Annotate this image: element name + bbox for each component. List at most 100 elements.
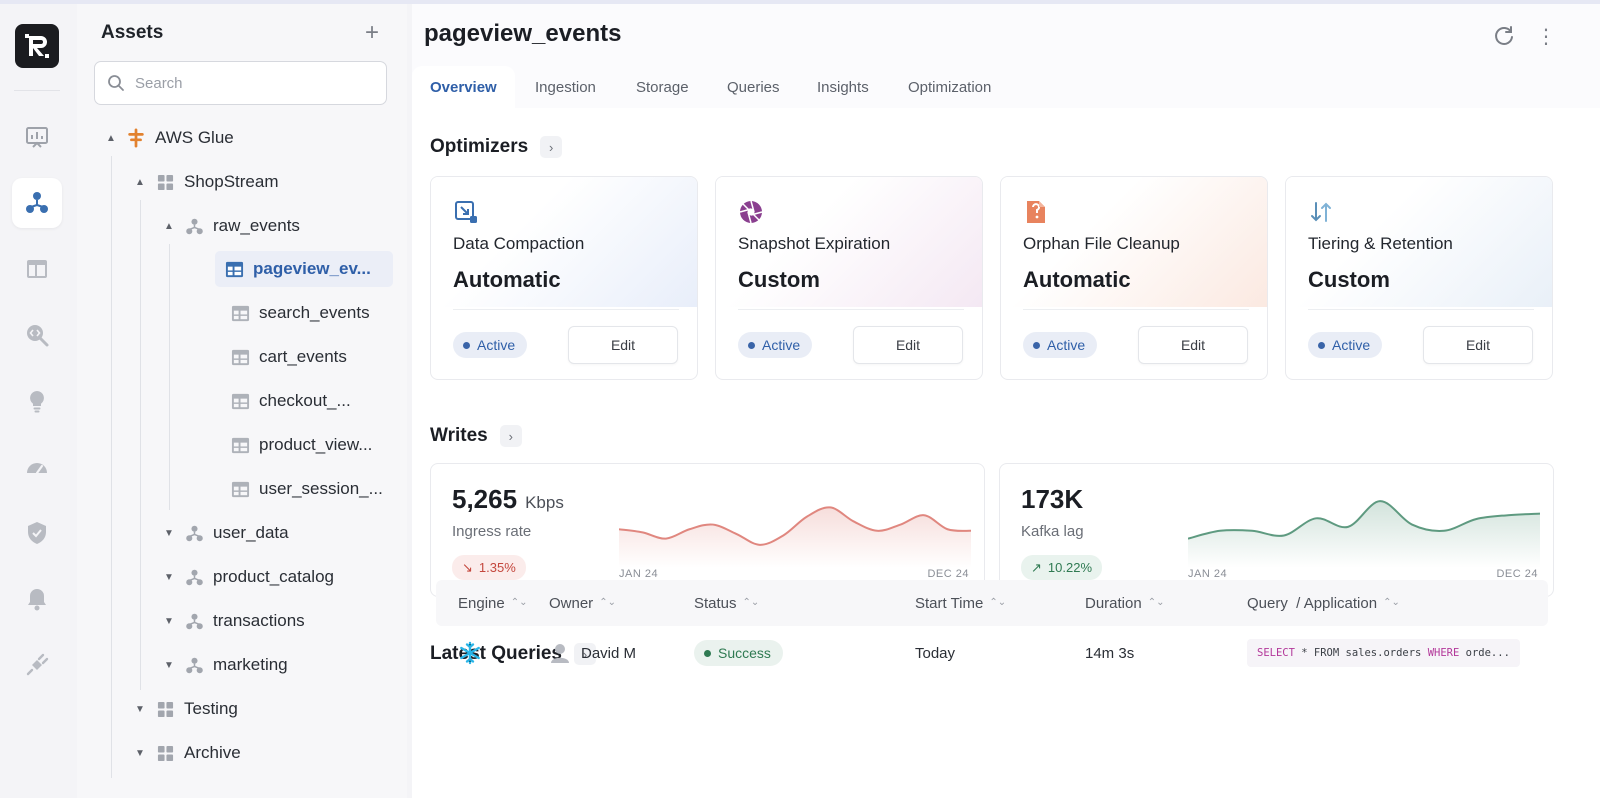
database-grid-icon: [154, 171, 176, 193]
gauge-icon[interactable]: [12, 442, 62, 492]
status-label: Active: [1332, 337, 1371, 353]
shield-icon[interactable]: [12, 508, 62, 558]
database-grid-icon: [154, 698, 176, 720]
add-asset-button[interactable]: +: [364, 19, 379, 46]
chevron-right-icon[interactable]: ›: [574, 643, 596, 665]
dashboard-icon[interactable]: [12, 112, 62, 162]
axis-end-label: DEC 24: [1496, 568, 1538, 580]
optimizers-header: Optimizers ›: [430, 136, 563, 158]
search-input[interactable]: [135, 74, 375, 92]
caret-down-icon[interactable]: ▼: [135, 747, 145, 759]
optimizer-card-orphan-file-cleanup: Orphan File Cleanup Automatic Active Edi…: [1000, 176, 1268, 380]
edit-button[interactable]: Edit: [1423, 326, 1533, 364]
caret-down-icon[interactable]: ▼: [164, 527, 174, 539]
more-options-icon[interactable]: ⋮: [1536, 25, 1556, 48]
status-badge: Active: [1023, 332, 1098, 358]
column-status[interactable]: Status ⌃⌄: [694, 580, 759, 626]
top-accent-line: [0, 0, 1600, 4]
sort-icon[interactable]: ⌃⌄: [599, 597, 616, 608]
sparkline-line: [619, 507, 971, 545]
tab-storage[interactable]: Storage: [636, 78, 689, 96]
sort-icon[interactable]: ⌃⌄: [989, 597, 1007, 608]
tree-table[interactable]: product_view...: [223, 427, 372, 463]
caret-up-icon[interactable]: ▲: [164, 220, 174, 232]
tree-label: transactions: [213, 611, 305, 630]
logo-icon[interactable]: [15, 24, 59, 68]
tree-namespace[interactable]: ▼ marketing: [161, 647, 288, 683]
tree-catalog[interactable]: ▲ AWS Glue: [103, 120, 234, 156]
column-start-time[interactable]: Start Time ⌃⌄: [915, 580, 1006, 626]
aws-glue-icon: [125, 127, 147, 149]
chevron-right-icon[interactable]: ›: [499, 425, 522, 447]
tree-database-shopstream[interactable]: ▲ ShopStream: [132, 164, 278, 200]
delta-value: 10.22%: [1047, 560, 1092, 575]
layout-icon[interactable]: [12, 244, 62, 294]
lightbulb-icon[interactable]: [12, 376, 62, 426]
tree-guide: [111, 156, 112, 778]
optimizer-name: Snapshot Expiration: [738, 234, 891, 253]
tab-insights[interactable]: Insights: [817, 78, 869, 96]
tree-table-pageview-events[interactable]: pageview_ev...: [215, 251, 393, 287]
arrow-up-right-icon: ↗: [1031, 559, 1042, 575]
bell-icon[interactable]: [12, 574, 62, 624]
chevron-right-icon[interactable]: ›: [540, 136, 563, 158]
query-cell[interactable]: SELECT * FROM sales.orders WHERE orde...: [1247, 636, 1520, 670]
tab-bar: Overview Ingestion Storage Queries Insig…: [412, 66, 1600, 108]
query-search-icon[interactable]: [12, 310, 62, 360]
caret-down-icon[interactable]: ▼: [135, 703, 145, 715]
tree-label: cart_events: [259, 347, 347, 366]
card-gradient: [716, 177, 982, 307]
tree-namespace[interactable]: ▼ user_data: [161, 515, 289, 551]
column-engine[interactable]: Engine ⌃⌄: [458, 580, 527, 626]
delta-badge: ↘ 1.35%: [452, 555, 526, 580]
sort-icon[interactable]: ⌃⌄: [1147, 597, 1165, 608]
status-dot: [463, 341, 470, 349]
tree-database[interactable]: ▼ Archive: [132, 735, 241, 771]
tree-label: marketing: [213, 655, 288, 674]
plug-icon[interactable]: [12, 640, 62, 690]
table-icon: [223, 258, 245, 280]
namespace-icon: [183, 522, 205, 544]
assets-title: Assets: [101, 22, 164, 43]
tab-queries[interactable]: Queries: [727, 78, 780, 96]
tree-database[interactable]: ▼ Testing: [132, 691, 238, 727]
metric-value: 5,265 Kbps: [452, 484, 564, 515]
tree-table[interactable]: search_events: [223, 295, 370, 331]
sort-icon[interactable]: ⌃⌄: [742, 597, 760, 608]
tree-namespace[interactable]: ▼ product_catalog: [161, 559, 334, 595]
tab-optimization[interactable]: Optimization: [908, 78, 992, 96]
caret-up-icon[interactable]: ▲: [135, 176, 145, 188]
tree-namespace-raw-events[interactable]: ▲ raw_events: [161, 208, 300, 244]
sort-icon[interactable]: ⌃⌄: [510, 597, 528, 608]
caret-up-icon[interactable]: ▲: [106, 132, 116, 144]
user-icon: [551, 644, 569, 663]
metric-card-ingress: 5,265 Kbps Ingress rate ↘ 1.35% JAN 24 D…: [430, 463, 985, 597]
table-icon: [229, 302, 251, 324]
tab-ingestion[interactable]: Ingestion: [535, 78, 596, 96]
column-label: Status: [694, 594, 737, 612]
caret-down-icon[interactable]: ▼: [164, 571, 174, 583]
tree-table[interactable]: checkout_...: [223, 383, 351, 419]
caret-down-icon[interactable]: ▼: [164, 659, 174, 671]
rail-divider: [14, 90, 60, 91]
table-header: Engine ⌃⌄ Owner ⌃⌄ Status ⌃⌄ Start Time ⌃⌄ D…: [436, 580, 1548, 626]
column-duration[interactable]: Duration ⌃⌄: [1085, 580, 1164, 626]
search-box: [94, 61, 387, 105]
column-query[interactable]: Query / Application ⌃⌄: [1247, 580, 1400, 626]
tab-overview[interactable]: Overview: [412, 66, 515, 108]
tree-namespace[interactable]: ▼ transactions: [161, 603, 305, 639]
tree-table[interactable]: cart_events: [223, 339, 347, 375]
tree-label: checkout_...: [259, 391, 351, 410]
refresh-icon[interactable]: [1490, 22, 1518, 50]
tree-table[interactable]: user_session_...: [223, 471, 383, 507]
edit-button[interactable]: Edit: [853, 326, 963, 364]
caret-down-icon[interactable]: ▼: [164, 615, 174, 627]
tree-label: Testing: [184, 699, 238, 718]
sort-icon[interactable]: ⌃⌄: [1383, 597, 1400, 608]
edit-button[interactable]: Edit: [1138, 326, 1248, 364]
sparkline-line: [1188, 501, 1540, 538]
owner-name: David M: [581, 644, 637, 662]
column-owner[interactable]: Owner ⌃⌄: [549, 580, 616, 626]
assets-icon[interactable]: [12, 178, 62, 228]
edit-button[interactable]: Edit: [568, 326, 678, 364]
